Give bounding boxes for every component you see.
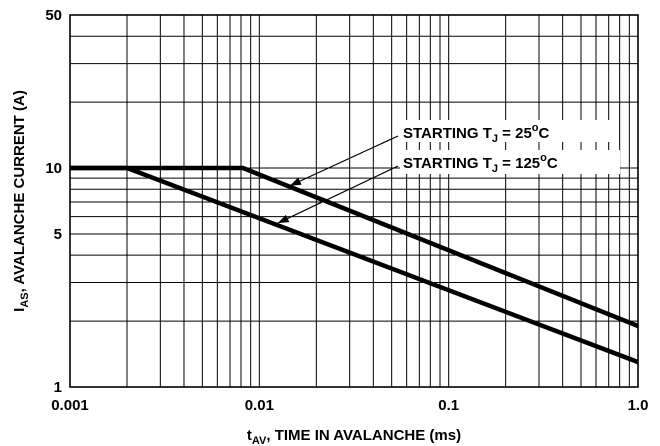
- annotation-background-tj25: [400, 120, 610, 142]
- y-tick-label: 10: [45, 160, 62, 177]
- y-tick-label: 5: [54, 226, 62, 243]
- x-axis-label: tAV, TIME IN AVALANCHE (ms): [247, 427, 461, 446]
- annotation-pre: STARTING T: [403, 125, 492, 142]
- annotation-superscript: o: [532, 122, 539, 134]
- annotation-post: C: [539, 125, 550, 142]
- annotation-label-tj125: STARTING TJ = 125oC: [403, 152, 558, 175]
- x-tick-label: 0.001: [51, 397, 89, 414]
- annotation-subscript: J: [492, 133, 498, 145]
- tick-label-layer: 0.001 0.01 0.1 1.0 1 5 10 50: [45, 7, 648, 414]
- annotation-arrowhead-tj125: [277, 214, 290, 224]
- y-axis-label: IAS, AVALANCHE CURRENT (A): [11, 90, 31, 312]
- x-axis-label-subscript: AV: [252, 435, 267, 446]
- plot-frame: [69, 14, 639, 388]
- x-tick-label: 0.1: [438, 397, 459, 414]
- grid-layer: [69, 14, 638, 388]
- y-axis-label-main: I: [11, 308, 28, 312]
- series-line-tj25: [70, 165, 639, 329]
- x-axis-label-rest: , TIME IN AVALANCHE (ms): [266, 427, 461, 444]
- x-axis-label-main: t: [247, 427, 252, 444]
- annotation-arrow-tj25: [289, 135, 399, 187]
- annotation-mid: = 125: [498, 155, 540, 172]
- annotation-label-tj25: STARTING TJ = 25oC: [403, 122, 550, 145]
- annotation-pre: STARTING T: [403, 155, 492, 172]
- y-tick-label: 50: [45, 7, 62, 24]
- annotation-superscript: o: [540, 152, 547, 164]
- annotation-layer: STARTING TJ = 25oC STARTING TJ = 125oC: [277, 120, 620, 224]
- x-tick-label: 0.01: [245, 397, 274, 414]
- annotation-post: C: [547, 155, 558, 172]
- annotation-background-tj125: [400, 150, 620, 174]
- series-line-tj125: [70, 165, 639, 365]
- annotation-mid: = 25: [498, 125, 532, 142]
- series-layer: [70, 165, 639, 365]
- x-tick-label: 1.0: [628, 397, 649, 414]
- y-axis-label-subscript: AS: [19, 292, 31, 307]
- y-axis-label-rest: , AVALANCHE CURRENT (A): [11, 90, 28, 292]
- annotation-subscript: J: [492, 163, 498, 175]
- annotation-arrowhead-tj25: [289, 177, 302, 186]
- annotation-arrow-tj125: [277, 165, 399, 224]
- y-tick-label: 1: [54, 379, 62, 396]
